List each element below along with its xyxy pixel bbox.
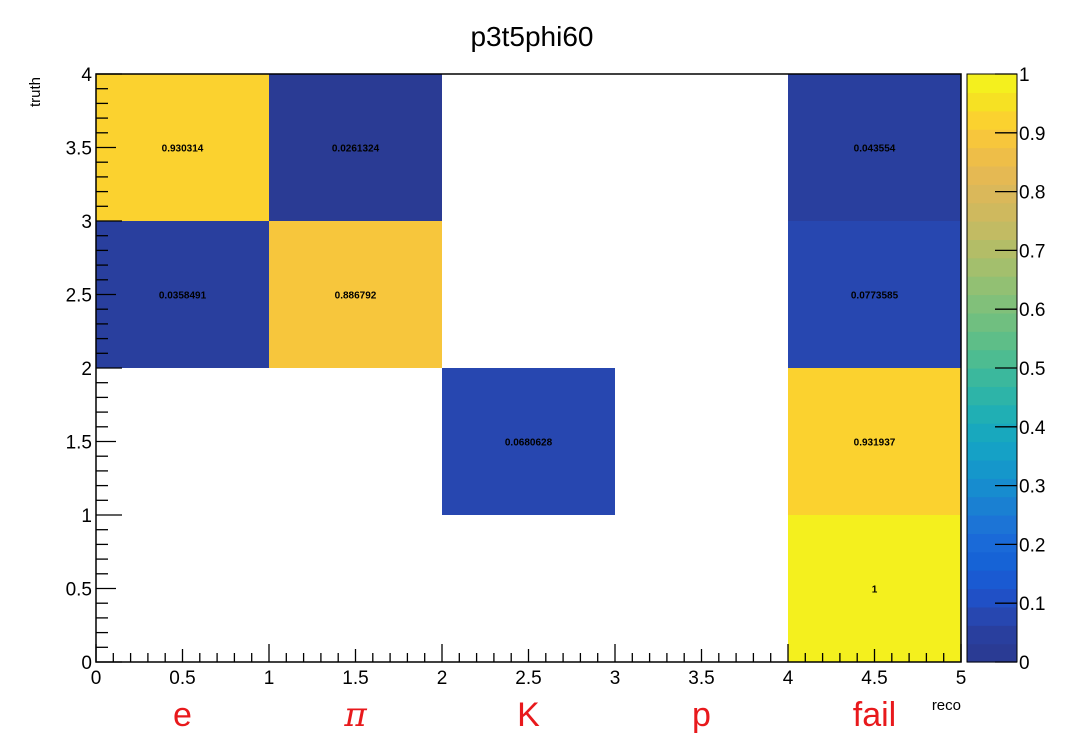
heatmap-cell xyxy=(788,221,961,368)
y-tick-label: 3 xyxy=(81,212,92,233)
y-tick-label: 1.5 xyxy=(66,433,92,454)
colorbar-segment xyxy=(967,423,1017,443)
heatmap-cell xyxy=(788,515,961,662)
category-label: π xyxy=(343,695,367,735)
colorbar-tick-label: 0.5 xyxy=(1019,359,1045,380)
category-label: fail xyxy=(853,696,896,734)
colorbar-segment xyxy=(967,92,1017,112)
colorbar-segment xyxy=(967,441,1017,461)
ticks-layer: 0 0.5 1 1.5 2 2.5 3 3.5 4 4.5 5 0 0.5 1 1.5 2 2.5 3 3.5 4 xyxy=(66,65,967,689)
colorbar-segment xyxy=(967,129,1017,149)
colorbar-segment xyxy=(967,239,1017,259)
colorbar-segment xyxy=(967,606,1017,626)
x-axis-title: reco xyxy=(932,697,961,714)
colorbar-segment xyxy=(967,349,1017,369)
x-tick-label: 4 xyxy=(783,668,794,689)
colorbar-segment xyxy=(967,625,1017,645)
colorbar-tick-label: 0.4 xyxy=(1019,418,1046,439)
y-tick-label: 4 xyxy=(81,65,92,86)
colorbar-segment xyxy=(967,478,1017,498)
heatmap-cell xyxy=(442,368,615,515)
x-tick-label: 2 xyxy=(437,668,448,689)
y-tick-label: 2.5 xyxy=(66,286,92,307)
y-tick-label: 2 xyxy=(81,359,92,380)
colorbar-segment xyxy=(967,165,1017,185)
y-tick-label: 0 xyxy=(81,653,92,674)
x-tick-label: 2.5 xyxy=(515,668,541,689)
colorbar-segment xyxy=(967,294,1017,314)
cell-value-label: 0.931937 xyxy=(854,438,896,449)
heatmap-cell xyxy=(788,368,961,515)
colorbar-segment xyxy=(967,404,1017,424)
colorbar-segment xyxy=(967,386,1017,406)
colorbar-tick-label: 0.7 xyxy=(1019,241,1045,262)
cell-value-label: 0.886792 xyxy=(335,291,377,302)
cell-value-label: 0.0773585 xyxy=(851,291,899,302)
colorbar-segment xyxy=(967,515,1017,534)
colorbar-segment xyxy=(967,257,1017,277)
colorbar-segment xyxy=(967,643,1017,663)
colorbar-segment xyxy=(967,276,1017,296)
colorbar-segment xyxy=(967,570,1017,590)
x-tick-label: 1.5 xyxy=(342,668,368,689)
colorbar-tick-label: 0 xyxy=(1019,653,1030,674)
x-tick-label: 3.5 xyxy=(688,668,714,689)
heatmap-cell xyxy=(96,221,269,368)
colorbar-tick-label: 1 xyxy=(1019,65,1030,86)
cell-value-label: 0.930314 xyxy=(162,144,204,155)
colorbar: 0 0.1 0.2 0.3 0.4 0.5 0.6 0.7 0.8 0.9 1 xyxy=(966,65,1046,674)
heatmap-cell xyxy=(96,74,269,221)
y-tick-label: 3.5 xyxy=(66,139,92,160)
cell-value-label: 0.043554 xyxy=(854,144,896,155)
colorbar-segment xyxy=(967,221,1017,240)
colorbar-tick-label: 0.8 xyxy=(1019,183,1045,204)
x-tick-label: 3 xyxy=(610,668,621,689)
colorbar-segment xyxy=(967,184,1017,204)
colorbar-segment xyxy=(967,551,1017,571)
chart-title: p3t5phi60 xyxy=(470,21,593,52)
colorbar-segment xyxy=(967,331,1017,351)
colorbar-segment xyxy=(967,74,1017,93)
x-tick-label: 5 xyxy=(956,668,967,689)
colorbar-segment xyxy=(967,110,1017,130)
category-label: p xyxy=(692,696,711,734)
colorbar-tick-label: 0.1 xyxy=(1019,594,1045,615)
cell-value-label: 1 xyxy=(872,585,878,596)
colorbar-tick-label: 0.9 xyxy=(1019,124,1045,145)
category-label: e xyxy=(173,696,192,734)
x-tick-label: 1 xyxy=(264,668,275,689)
cells-layer: 0.930314 0.0261324 0.043554 0.0358491 0.8867… xyxy=(96,74,961,662)
colorbar-tick-label: 0.2 xyxy=(1019,535,1045,556)
cell-value-label: 0.0680628 xyxy=(505,438,553,449)
colorbar-tick-label: 0.3 xyxy=(1019,477,1045,498)
colorbar-segment xyxy=(967,368,1017,387)
colorbar-segment xyxy=(967,312,1017,332)
colorbar-segment xyxy=(967,533,1017,553)
y-tick-label: 1 xyxy=(81,506,92,527)
x-tick-label: 4.5 xyxy=(861,668,887,689)
cell-value-label: 0.0261324 xyxy=(332,144,380,155)
heatmap-cell xyxy=(269,74,442,221)
x-tick-label: 0 xyxy=(91,668,102,689)
colorbar-tick-label: 0.6 xyxy=(1019,300,1045,321)
category-label: K xyxy=(517,696,540,734)
colorbar-segment xyxy=(967,496,1017,516)
colorbar-segment xyxy=(967,588,1017,608)
colorbar-segment xyxy=(967,147,1017,167)
heatmap-cell xyxy=(788,74,961,221)
colorbar-segment xyxy=(967,459,1017,479)
y-tick-label: 0.5 xyxy=(66,580,92,601)
x-tick-label: 0.5 xyxy=(169,668,195,689)
heatmap-cell xyxy=(269,221,442,368)
y-axis-title: truth xyxy=(27,77,44,107)
colorbar-segment xyxy=(967,202,1017,222)
cell-value-label: 0.0358491 xyxy=(159,291,207,302)
